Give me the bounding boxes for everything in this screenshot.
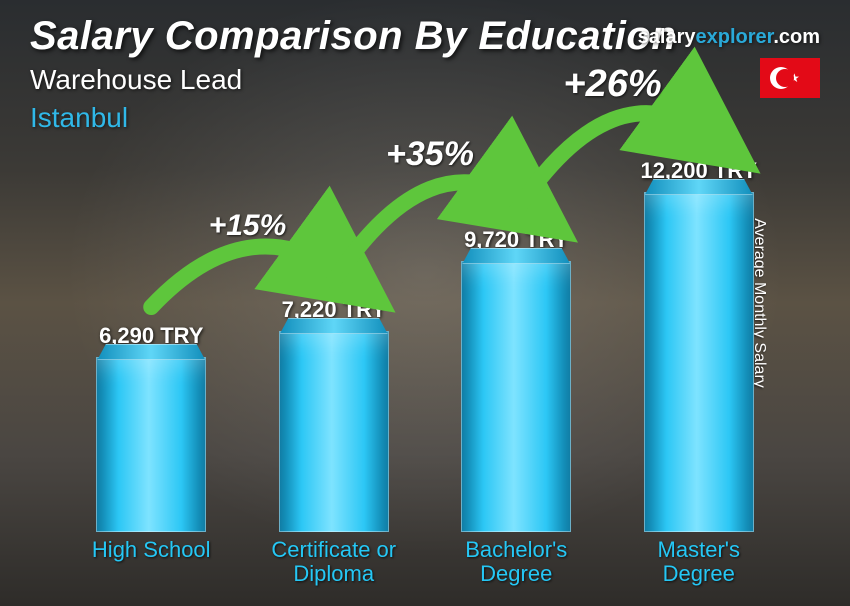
bar-column: 6,290 TRYHigh School — [71, 323, 231, 586]
source-brand: salaryexplorer.com — [638, 26, 820, 49]
bar — [279, 331, 389, 532]
page-title: Salary Comparison By Education — [30, 14, 676, 59]
chart-container: Salary Comparison By Education Warehouse… — [0, 0, 850, 606]
source-part3: .com — [773, 26, 820, 48]
bar-category-label: High School — [92, 538, 211, 586]
bar — [96, 357, 206, 532]
bar-category-label: Master'sDegree — [658, 538, 740, 586]
bar-column: 9,720 TRYBachelor'sDegree — [436, 227, 596, 586]
bar — [644, 192, 754, 532]
bars-area: 6,290 TRYHigh School7,220 TRYCertificate… — [60, 66, 790, 586]
bar — [461, 261, 571, 532]
source-part2: explorer — [695, 26, 773, 48]
source-part1: salary — [638, 26, 696, 48]
bar-column: 12,200 TRYMaster'sDegree — [619, 158, 779, 586]
bar-category-label: Bachelor'sDegree — [465, 538, 567, 586]
bar-column: 7,220 TRYCertificate orDiploma — [254, 297, 414, 586]
bar-category-label: Certificate orDiploma — [271, 538, 396, 586]
